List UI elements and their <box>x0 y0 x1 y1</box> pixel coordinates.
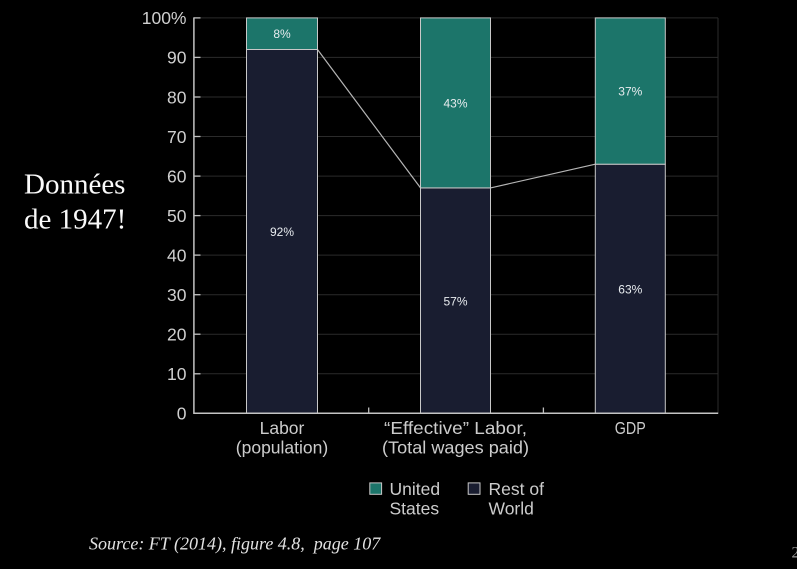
svg-text:100%: 100% <box>142 8 187 28</box>
svg-text:40: 40 <box>167 245 187 265</box>
svg-text:States: States <box>390 499 440 519</box>
svg-text:Labor: Labor <box>260 418 305 438</box>
svg-text:30: 30 <box>167 285 187 305</box>
svg-text:de 1947!: de 1947! <box>24 204 126 236</box>
svg-text:20: 20 <box>167 325 187 345</box>
svg-text:70: 70 <box>167 127 187 147</box>
svg-text:Source: FT (2014), figure 4.8,: Source: FT (2014), figure 4.8, page 107 <box>89 534 381 555</box>
svg-text:World: World <box>489 499 534 519</box>
svg-text:60: 60 <box>167 166 187 186</box>
svg-text:37%: 37% <box>618 85 642 99</box>
svg-text:8%: 8% <box>273 27 291 41</box>
svg-text:2: 2 <box>792 545 797 562</box>
svg-text:50: 50 <box>167 206 187 226</box>
svg-text:43%: 43% <box>443 97 467 111</box>
svg-text:57%: 57% <box>443 294 467 308</box>
svg-text:0: 0 <box>177 404 187 424</box>
svg-text:92%: 92% <box>270 225 294 239</box>
svg-text:10: 10 <box>167 364 187 384</box>
svg-text:80: 80 <box>167 87 187 107</box>
svg-text:(Total wages paid): (Total wages paid) <box>382 438 529 458</box>
svg-text:63%: 63% <box>618 282 642 296</box>
svg-text:Données: Données <box>24 168 125 200</box>
svg-text:United: United <box>390 479 441 499</box>
svg-text:Rest of: Rest of <box>489 479 545 499</box>
svg-text:90: 90 <box>167 48 187 68</box>
svg-text:GDP: GDP <box>615 418 646 438</box>
svg-text:(population): (population) <box>236 438 328 458</box>
svg-text:“Effective” Labor,: “Effective” Labor, <box>384 418 527 438</box>
